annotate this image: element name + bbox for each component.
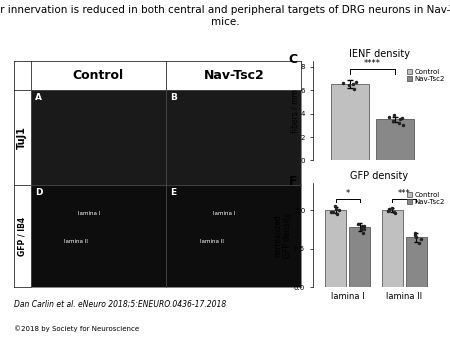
Legend: Control, Nav-Tsc2: Control, Nav-Tsc2 <box>407 192 445 205</box>
Text: ***: *** <box>398 189 411 198</box>
Bar <box>406 237 427 287</box>
Legend: Control, Nav-Tsc2: Control, Nav-Tsc2 <box>407 69 445 82</box>
Text: lamina I: lamina I <box>78 212 100 216</box>
Bar <box>325 210 346 287</box>
Text: GFP / IB4: GFP / IB4 <box>18 217 27 256</box>
Text: Control: Control <box>73 69 124 82</box>
Text: Fiber innervation is reduced in both central and peripheral targets of DRG neuro: Fiber innervation is reduced in both cen… <box>0 5 450 27</box>
Y-axis label: fibers / mm: fibers / mm <box>290 89 299 132</box>
Text: ****: **** <box>364 59 381 69</box>
Bar <box>377 119 414 161</box>
Text: B: B <box>170 93 177 102</box>
Text: D: D <box>35 189 42 197</box>
Text: C: C <box>289 53 298 66</box>
Text: Nav-Tsc2: Nav-Tsc2 <box>203 69 264 82</box>
Text: TuJ1: TuJ1 <box>17 126 27 149</box>
Text: Dan Carlin et al. eNeuro 2018;5:ENEURO.0436-17.2018: Dan Carlin et al. eNeuro 2018;5:ENEURO.0… <box>14 299 226 308</box>
Text: lamina II: lamina II <box>200 239 224 244</box>
Y-axis label: normalized
GFP density: normalized GFP density <box>273 213 292 258</box>
Text: A: A <box>35 93 42 102</box>
Text: E: E <box>170 189 176 197</box>
Title: GFP density: GFP density <box>350 171 408 181</box>
Bar <box>382 210 403 287</box>
Text: ©2018 by Society for Neuroscience: ©2018 by Society for Neuroscience <box>14 325 139 332</box>
Text: F: F <box>289 175 297 188</box>
Title: IENF density: IENF density <box>349 49 410 59</box>
Text: lamina II: lamina II <box>64 239 89 244</box>
Text: lamina I: lamina I <box>213 212 236 216</box>
Bar <box>349 227 370 287</box>
Bar <box>331 84 369 161</box>
Text: *: * <box>346 189 350 198</box>
